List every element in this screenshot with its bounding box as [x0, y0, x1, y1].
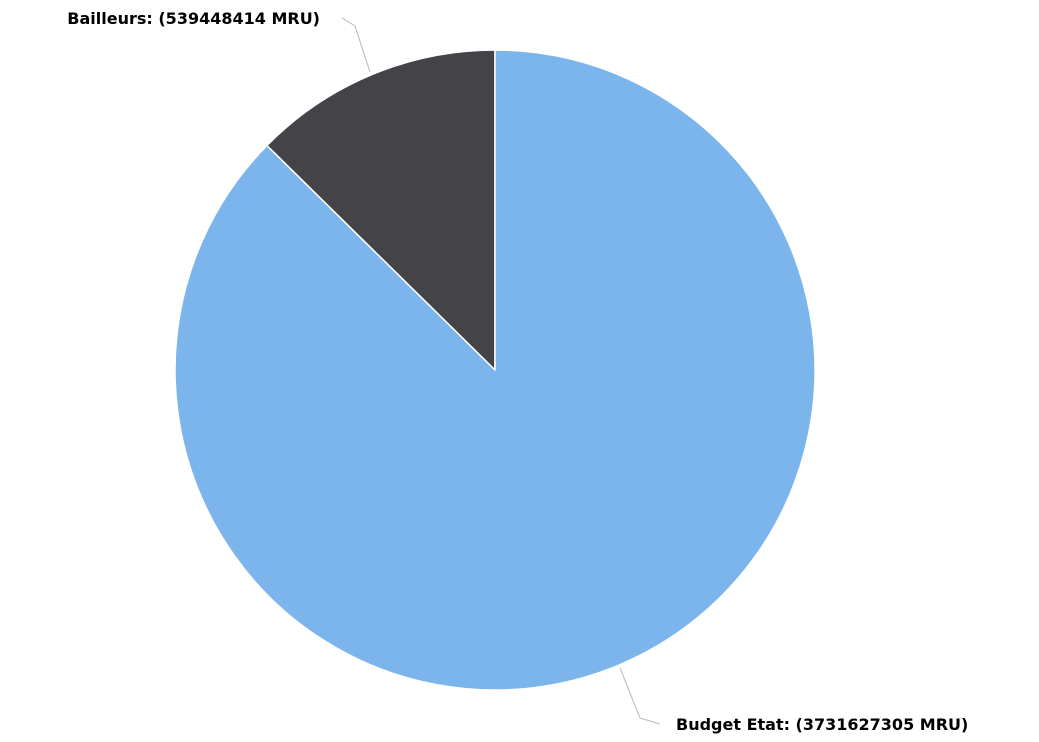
pie-slice-budget-etat[interactable]	[174, 49, 816, 691]
connectors-layer	[341, 17, 661, 725]
labels-layer: Bailleurs: (539448414 MRU) Budget Etat: (…	[67, 9, 968, 734]
slices-layer	[174, 49, 816, 691]
data-label-budget-etat: Budget Etat: (3731627305 MRU)	[676, 715, 968, 734]
pie-slice-bailleurs[interactable]	[266, 49, 496, 371]
label-connector-bailleurs	[341, 17, 371, 73]
data-label-bailleurs: Bailleurs: (539448414 MRU)	[67, 9, 320, 28]
label-connector-budget-etat	[619, 667, 661, 725]
